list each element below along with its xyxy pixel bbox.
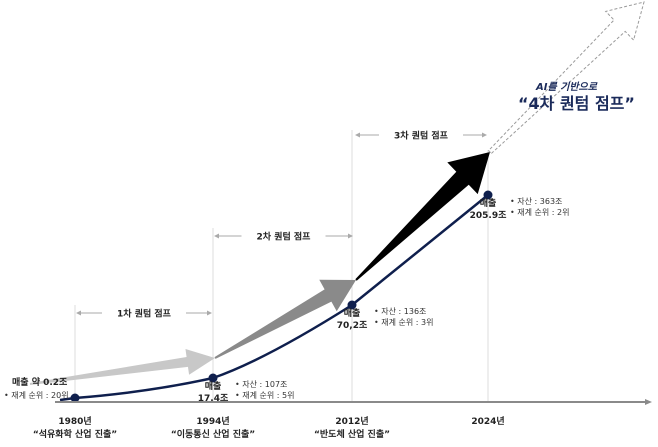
- point-label-title: 매출: [205, 380, 222, 392]
- point-label-bullet: • 재계 순위 : 5위: [235, 390, 294, 400]
- future-title: “4차 퀀텀 점프”: [518, 94, 635, 113]
- data-point: [483, 190, 493, 200]
- point-label-bullet: • 자산 : 136조: [374, 306, 426, 316]
- point-label-bullet: • 재계 순위 : 2위: [510, 207, 569, 217]
- future-subtitle: AI를 기반으로: [535, 81, 598, 93]
- data-point: [70, 393, 80, 403]
- jump-arrow-1: [29, 349, 216, 385]
- jump-label: 3차 퀀텀 점프: [394, 130, 449, 142]
- span-arrow-right-icon: [348, 233, 353, 239]
- x-caption: “석유화학 산업 진출”: [33, 428, 117, 440]
- x-tick-label: 2012년: [335, 415, 368, 427]
- data-point: [208, 373, 218, 383]
- x-axis-arrow-icon: [645, 399, 652, 405]
- point-label-value: 17.4조: [198, 393, 229, 404]
- point-label-title: 매출 약 0.2조: [12, 376, 68, 388]
- span-arrow-left-icon: [76, 310, 81, 316]
- x-tick-label: 1994년: [196, 415, 229, 427]
- point-label-value: 205.9조: [470, 210, 507, 221]
- jump-arrow-4-dashed: [487, 1, 645, 155]
- jump-arrow-3: [355, 152, 490, 281]
- span-arrow-right-icon: [482, 132, 487, 138]
- point-label-title: 매출: [480, 197, 497, 209]
- point-label-title: 매출: [344, 307, 361, 319]
- point-label-bullet: • 자산 : 363조: [510, 196, 562, 206]
- span-arrow-left-icon: [355, 132, 360, 138]
- jump-arrow-2: [214, 279, 356, 359]
- span-arrow-left-icon: [214, 233, 219, 239]
- point-label-bullet: • 재계 순위 : 3위: [374, 317, 433, 327]
- jump-label: 2차 퀀텀 점프: [257, 231, 312, 243]
- x-tick-label: 2024년: [471, 415, 504, 427]
- jump-label: 1차 퀀텀 점프: [117, 308, 172, 320]
- data-point: [347, 300, 357, 310]
- span-arrow-right-icon: [207, 310, 212, 316]
- point-label-value: 70,2조: [337, 320, 368, 331]
- x-caption: “이동통신 산업 진출”: [171, 428, 255, 440]
- point-label-bullet: • 재계 순위 : 20위: [4, 390, 69, 400]
- x-tick-label: 1980년: [58, 415, 91, 427]
- point-label-bullet: • 자산 : 107조: [235, 379, 287, 389]
- x-caption: “반도체 산업 진출”: [314, 428, 390, 440]
